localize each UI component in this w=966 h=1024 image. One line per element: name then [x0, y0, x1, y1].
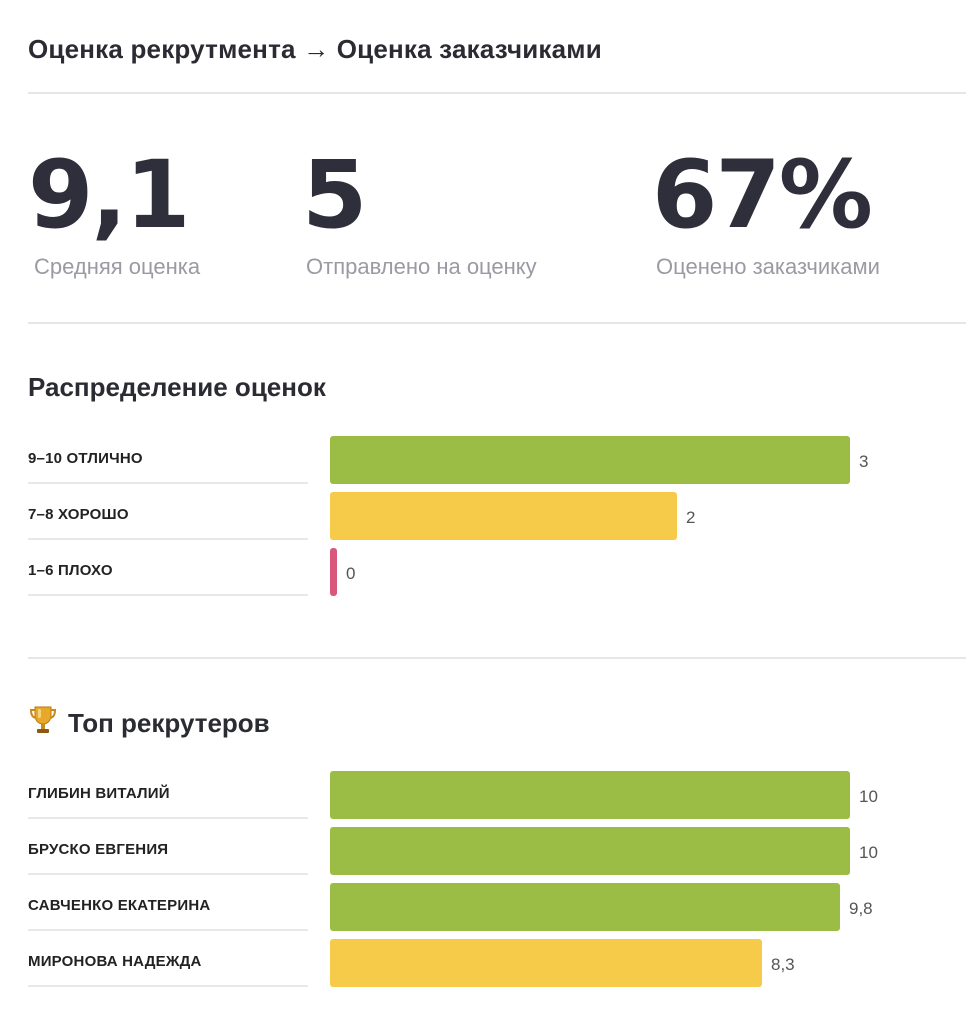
row-divider [28, 985, 308, 987]
bar [330, 548, 337, 596]
category-label: ГЛИБИН ВИТАЛИЙ [28, 785, 170, 802]
bar-value-label: 0 [346, 564, 356, 583]
bar-value-label: 10 [859, 787, 878, 806]
category-label: БРУСКО ЕВГЕНИЯ [28, 841, 169, 858]
stat-sent-for-rating: 5 Отправлено на оценку [302, 140, 537, 280]
page-title: Оценка рекрутмента → Оценка заказчиками [28, 34, 602, 64]
top-recruiters-title: Топ рекрутеров [28, 704, 270, 743]
category-label: 7–8 ХОРОШО [28, 506, 129, 523]
chart-row: БРУСКО ЕВГЕНИЯ 10 [0, 827, 966, 883]
category-label: САВЧЕНКО ЕКАТЕРИНА [28, 897, 211, 914]
row-divider [28, 538, 308, 540]
bar [330, 827, 850, 875]
stat-average-rating: 9,1 Средняя оценка [28, 140, 200, 280]
stat-value: 9,1 [28, 141, 191, 250]
row-divider [28, 594, 308, 596]
distribution-divider [28, 657, 966, 659]
stat-label: Оценено заказчиками [656, 254, 880, 279]
stats-divider [28, 322, 966, 324]
row-divider [28, 873, 308, 875]
row-divider [28, 817, 308, 819]
stat-label: Отправлено на оценку [306, 254, 537, 279]
bar-value-label: 2 [686, 508, 696, 527]
bar [330, 436, 850, 484]
stat-label: Средняя оценка [34, 254, 201, 279]
row-divider [28, 482, 308, 484]
chart-row: 1–6 ПЛОХО 0 [0, 548, 966, 604]
stat-value: 5 [302, 141, 367, 250]
category-label: 1–6 ПЛОХО [28, 562, 113, 579]
chart-row: САВЧЕНКО ЕКАТЕРИНА 9,8 [0, 883, 966, 939]
bar [330, 939, 762, 987]
distribution-title: Распределение оценок [28, 372, 326, 402]
stat-value: 67% [652, 141, 873, 250]
bar [330, 771, 850, 819]
chart-row: ГЛИБИН ВИТАЛИЙ 10 [0, 771, 966, 827]
bar [330, 883, 840, 931]
bar-value-label: 8,3 [771, 955, 795, 974]
chart-row: МИРОНОВА НАДЕЖДА 8,3 [0, 939, 966, 995]
chart-row: 7–8 ХОРОШО 2 [0, 492, 966, 548]
row-divider [28, 929, 308, 931]
bar-value-label: 10 [859, 843, 878, 862]
top-recruiters-label: Топ рекрутеров [68, 708, 270, 738]
category-label: 9–10 ОТЛИЧНО [28, 450, 143, 467]
trophy-icon [28, 704, 58, 743]
chart-row: 9–10 ОТЛИЧНО 3 [0, 436, 966, 492]
category-label: МИРОНОВА НАДЕЖДА [28, 953, 202, 970]
bar-value-label: 9,8 [849, 899, 873, 918]
header-divider [28, 92, 966, 94]
bar-value-label: 3 [859, 452, 869, 471]
stat-rated-by-clients: 67% Оценено заказчиками [652, 140, 880, 280]
bar [330, 492, 677, 540]
